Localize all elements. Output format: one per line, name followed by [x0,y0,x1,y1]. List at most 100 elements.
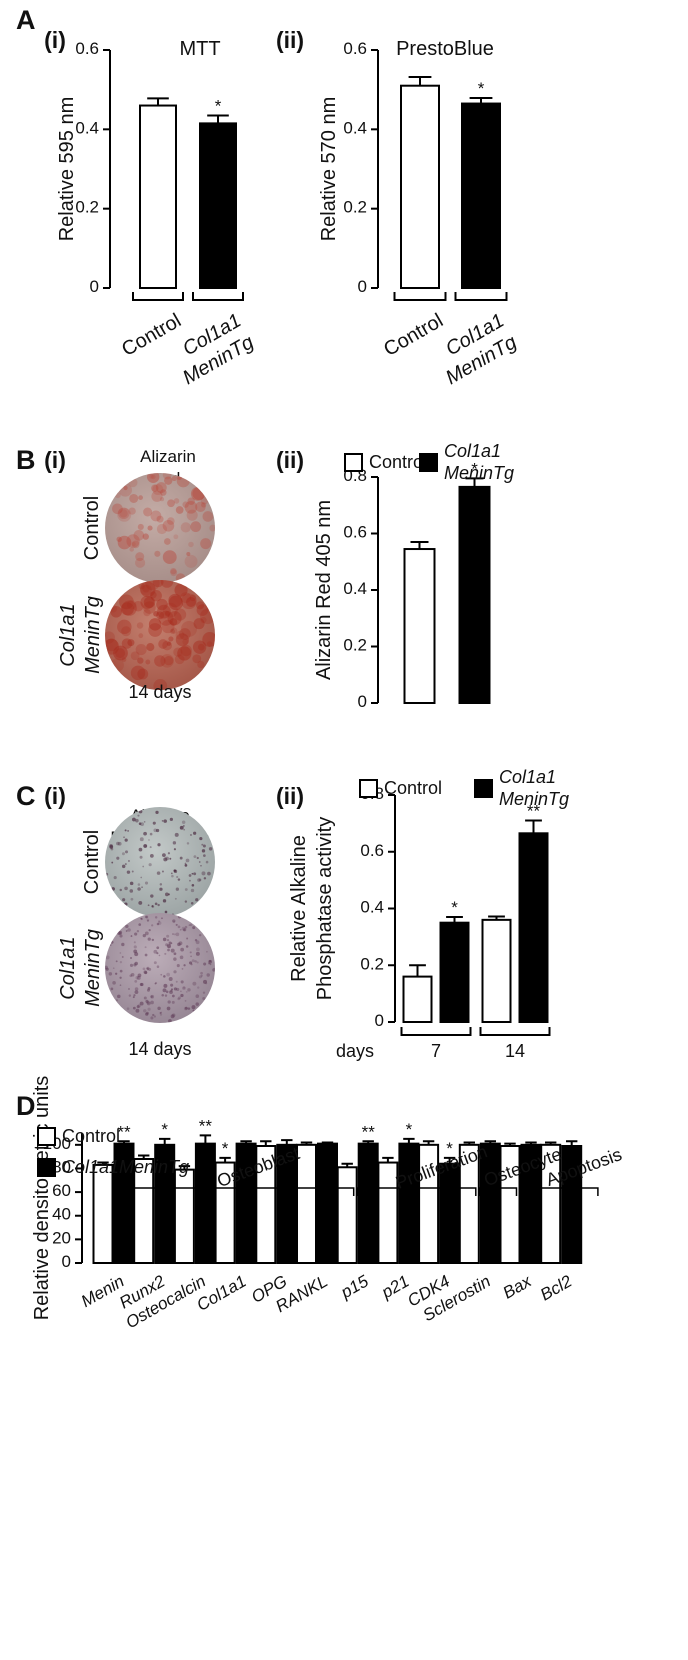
stain-spot [128,988,130,990]
text-line: 0 [375,1011,384,1030]
text-line: ** [199,1117,213,1136]
stain-spot [159,497,165,502]
y-axis-label: Relative Alkaline [288,835,310,982]
stain-spot [144,881,149,885]
stain-spot [152,580,164,588]
stain-spot [183,928,187,932]
stain-spot [129,881,134,886]
text-line: Bcl2 [537,1272,576,1305]
bar [276,1143,298,1265]
stain-spot [160,489,167,496]
stain-spot [179,955,184,960]
text-line: p15 [337,1272,372,1303]
text-line: (i) [44,447,66,473]
stain-spot [117,619,132,635]
stain-spot [162,937,167,942]
text-line: Control [118,310,185,361]
stain-spot [115,648,126,659]
bar [561,1145,583,1264]
stain-spot [173,848,177,851]
bar [317,1142,338,1264]
stain-spot [168,595,184,611]
category-bracket [192,292,244,301]
stain-spot [195,501,206,513]
stain-spot [160,580,174,588]
stain-spot [138,633,144,639]
stain-spot [140,917,143,920]
row-label: Control [81,830,103,894]
stain-spot [201,843,204,846]
y-tick-label: 80 [52,1158,71,1177]
x-tick-label: 7 [431,1041,441,1061]
stain-spot [146,968,149,971]
text-line: Col1a1 [57,603,79,666]
stain-spot [148,839,150,841]
stain-spot [169,990,173,995]
stain-spot [121,657,127,662]
stain-spot [140,581,156,598]
stain-spot [173,987,178,991]
stain-spot [159,1012,162,1014]
stain-spot [136,1005,140,1009]
stain-spot [136,622,144,629]
significance-mark: * [446,1139,453,1158]
stain-spot [166,972,170,977]
stain-spot [206,641,213,647]
stain-spot [150,994,155,999]
stain-spot [143,601,156,614]
stain-spot [120,602,134,616]
stain-spot [116,841,120,846]
text-line: C [16,781,36,811]
significance-mark: * [222,1139,229,1158]
significance-mark: ** [527,802,541,821]
text-line: 0.6 [360,841,384,860]
stain-spot [121,942,125,947]
stain-spot [105,965,108,970]
stain-spot [130,651,140,661]
stain-spot [142,933,146,938]
stain-spot [209,960,212,963]
text-line: Control [384,778,442,798]
subpanel-label: (ii) [276,783,304,809]
legend-label: Control [369,452,427,472]
x-tick-label: 14 [505,1041,525,1061]
stain-spot [180,993,184,998]
panel-label: A [16,5,36,35]
stain-spot [152,484,164,496]
stain-spot [110,987,114,991]
significance-mark: * [406,1120,413,1139]
category-bracket [393,292,447,301]
stain-spot [130,935,133,937]
stain-spot [124,902,128,906]
stain-spot [202,511,214,522]
legend-swatch [474,779,493,798]
stain-spot [207,871,211,876]
stain-spot [181,620,197,637]
stain-spot [121,864,126,869]
stain-spot [154,981,158,985]
stain-spot [172,933,174,935]
stain-spot [168,977,173,982]
stain-spot [162,602,178,618]
stain-spot [209,524,215,532]
y-tick-label: 0.2 [343,198,367,217]
text-line: * [161,1120,168,1139]
stain-spot [163,655,174,666]
stain-spot [167,499,175,508]
stain-spot [133,530,145,541]
stain-spot [132,600,144,612]
stain-spot [162,853,166,858]
stain-spot [201,871,206,876]
stain-spot [143,507,153,517]
stain-spot [109,944,112,946]
stain-spot [195,994,200,999]
text-line: A [16,5,36,35]
stain-spot [175,932,180,937]
stain-spot [138,901,143,905]
stain-spot [124,838,128,842]
text-line: 20 [52,1229,71,1248]
text-line: Alizarin [140,447,196,466]
stain-spot [158,921,162,925]
stain-spot [191,884,195,887]
